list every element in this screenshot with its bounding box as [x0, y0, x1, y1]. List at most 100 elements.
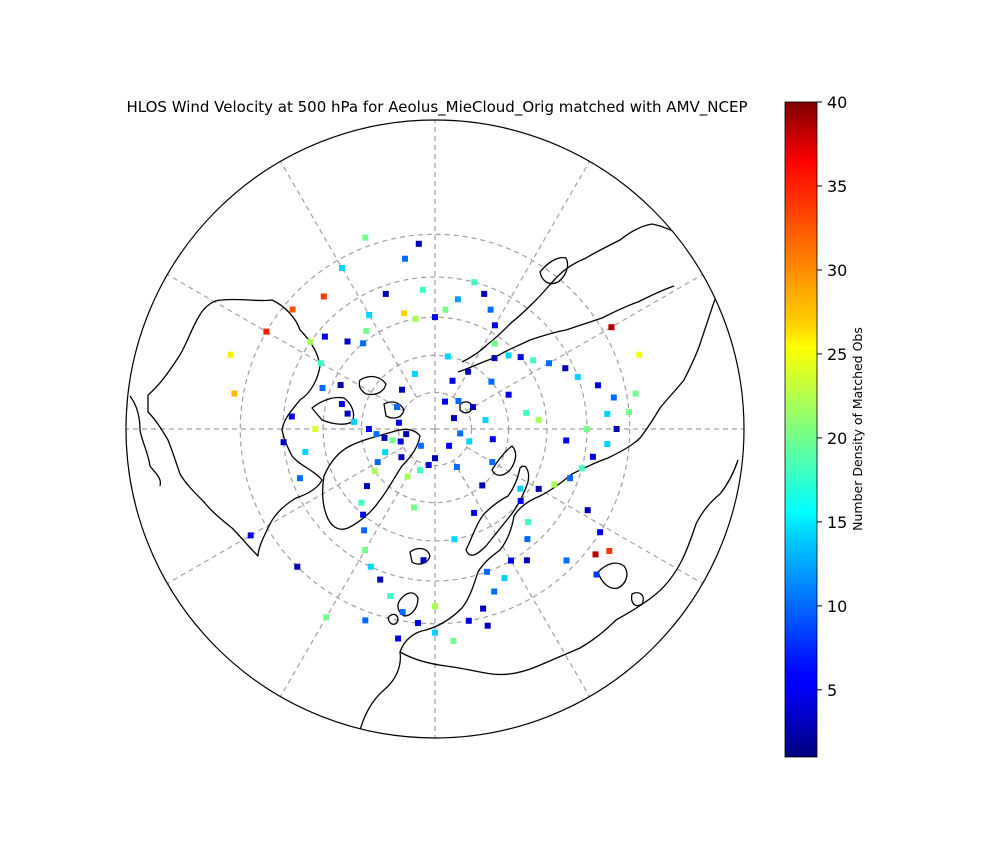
graticule-meridian: [452, 161, 591, 398]
data-cell: [404, 473, 411, 480]
data-cell: [394, 404, 400, 411]
data-cell: [595, 382, 601, 389]
data-cell: [465, 368, 472, 375]
data-cell: [505, 352, 512, 359]
data-cell: [457, 430, 464, 437]
data-cell: [491, 340, 498, 347]
map-boundary: [125, 119, 745, 739]
colorbar-tick-label: 5: [827, 681, 837, 700]
data-cell: [296, 475, 303, 482]
map-panel: [125, 119, 745, 739]
data-cell: [491, 355, 498, 362]
graticule-meridian: [452, 460, 591, 697]
data-cell: [318, 360, 324, 367]
data-cell: [451, 415, 457, 422]
data-cell: [247, 532, 254, 539]
data-cell: [280, 439, 287, 446]
data-cell: [358, 499, 365, 506]
data-cell: [442, 306, 449, 313]
data-cell: [593, 571, 600, 578]
data-cell: [604, 410, 611, 417]
coastline-eurasia: [357, 223, 725, 738]
data-cell: [337, 382, 344, 388]
data-cell: [425, 462, 432, 468]
data-cell: [432, 603, 438, 610]
data-cell: [399, 386, 405, 393]
data-cell: [523, 557, 530, 564]
data-cell: [489, 459, 496, 466]
data-cell: [613, 426, 620, 432]
data-cell: [382, 290, 389, 297]
coastline-north-america: [147, 298, 323, 557]
data-cell: [455, 398, 462, 404]
data-cell: [362, 234, 369, 241]
data-cell: [523, 409, 530, 416]
data-cell: [610, 394, 617, 401]
coastline-scandinavia: [465, 465, 530, 556]
data-cell: [399, 609, 406, 616]
data-cell: [417, 442, 424, 449]
data-cell: [344, 338, 351, 345]
data-cell: [454, 296, 461, 303]
colorbar-tick-label: 30: [827, 261, 847, 280]
data-cell: [481, 290, 488, 297]
data-cell: [584, 426, 590, 432]
data-cell: [592, 551, 599, 558]
coastline-iceland: [409, 547, 431, 565]
data-cell: [501, 575, 508, 582]
coastline-mediterranean: [399, 619, 617, 676]
data-cell: [450, 638, 457, 644]
data-cell: [626, 409, 632, 415]
data-cell: [389, 437, 396, 444]
data-cell: [484, 568, 490, 575]
data-cell: [562, 365, 569, 372]
data-cell: [366, 312, 373, 318]
data-cell: [339, 265, 345, 271]
data-cell: [364, 483, 370, 490]
data-cell: [632, 390, 639, 397]
data-cell: [288, 413, 295, 420]
data-cell: [312, 426, 319, 432]
data-cell: [412, 315, 419, 322]
data-cell: [491, 322, 498, 329]
data-cell: [320, 293, 327, 300]
data-cell: [517, 354, 524, 361]
data-cell: [363, 327, 370, 334]
data-cell: [415, 240, 422, 247]
colorbar-tick-label: 15: [827, 513, 847, 532]
data-cell: [432, 629, 438, 636]
data-cell: [419, 286, 426, 293]
coastline-british-isles: [387, 592, 419, 625]
graticule-parallel: [239, 233, 631, 625]
coastline-kamchatka: [539, 256, 569, 285]
data-cell: [302, 448, 309, 455]
data-cell: [471, 509, 478, 516]
data-cell: [465, 617, 472, 624]
data-cell: [371, 468, 378, 475]
data-cell: [608, 324, 615, 331]
data-cell: [563, 557, 570, 564]
data-cell: [584, 507, 591, 514]
colorbar-tick-label: 25: [827, 345, 847, 364]
data-cell: [338, 401, 345, 407]
data-cell: [563, 437, 570, 444]
data-cell: [484, 622, 491, 629]
data-cell: [397, 438, 404, 445]
colorbar: 5 10 15 20 25 30 35 40 Number Density of Matche…: [784, 93, 865, 758]
data-cell: [321, 333, 328, 340]
data-cell: [420, 557, 427, 564]
data-cell: [535, 485, 542, 492]
data-cell: [263, 328, 270, 335]
graticule-meridian: [167, 273, 404, 412]
colorbar-tick-label: 10: [827, 597, 847, 616]
data-cell: [411, 370, 418, 377]
data-cell: [396, 419, 402, 426]
data-cell: [417, 467, 423, 474]
data-cell: [530, 357, 537, 364]
data-cell: [589, 453, 596, 460]
data-cell: [487, 306, 494, 313]
data-cell: [362, 617, 369, 624]
data-cell: [323, 614, 330, 621]
data-cell: [362, 547, 369, 553]
data-cell: [451, 536, 458, 543]
